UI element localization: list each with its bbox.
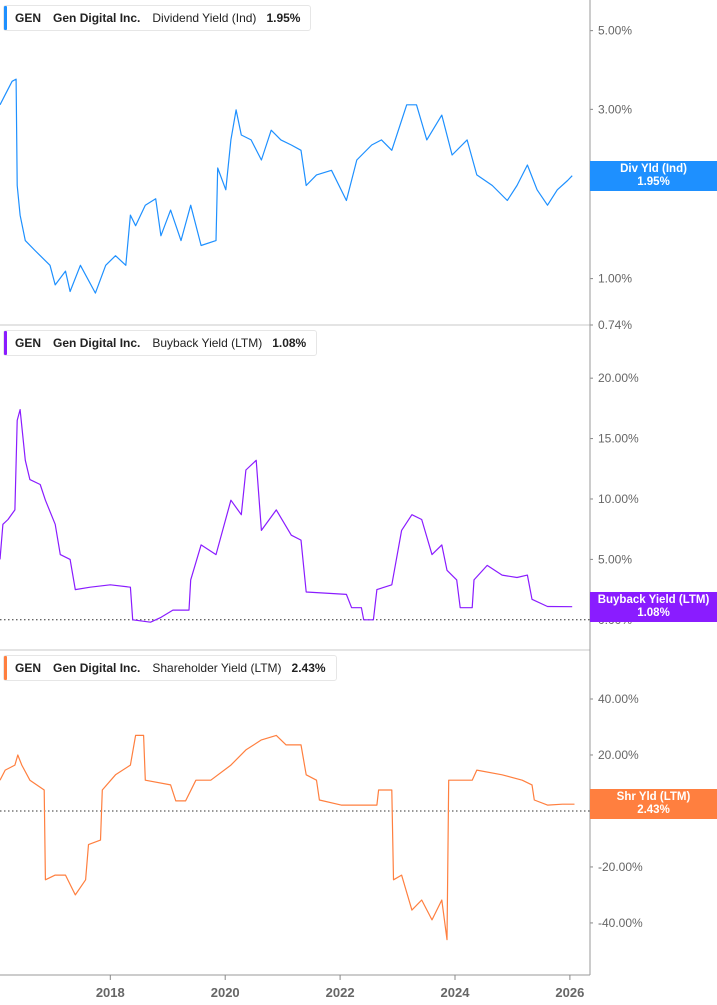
y-tick-label: 10.00%	[598, 492, 639, 506]
x-tick-label: 2018	[96, 985, 125, 1000]
badge-label: Shr Yld (LTM)	[616, 791, 691, 804]
badge-label: Buyback Yield (LTM)	[597, 593, 710, 606]
legend-metric: Buyback Yield (LTM)	[152, 336, 263, 350]
legend-metric: Dividend Yield (Ind)	[152, 11, 257, 25]
badge-label: Div Yld (Ind)	[620, 162, 687, 175]
y-tick-label: -40.00%	[598, 916, 643, 930]
legend-ticker: GEN	[15, 11, 42, 25]
y-tick-label: 5.00%	[598, 552, 632, 566]
legend-company: Gen Digital Inc.	[53, 661, 141, 675]
y-tick-label: 20.00%	[598, 371, 639, 385]
y-tick-label: 20.00%	[598, 748, 639, 762]
y-tick-label: 40.00%	[598, 692, 639, 706]
x-tick-label: 2022	[326, 985, 355, 1000]
series-line-1	[0, 409, 573, 623]
legend-buyback-yield: GEN Gen Digital Inc. Buyback Yield (LTM)…	[3, 330, 318, 356]
legend-company: Gen Digital Inc.	[53, 11, 141, 25]
legend-value: 1.95%	[266, 11, 301, 25]
x-tick-label: 2024	[441, 985, 471, 1000]
y-tick-label: 1.00%	[598, 272, 632, 286]
y-tick-label: -20.00%	[598, 860, 643, 874]
legend-ticker: GEN	[15, 661, 42, 675]
legend-metric: Shareholder Yield (LTM)	[152, 661, 282, 675]
series-line-2	[0, 734, 575, 941]
y-tick-label: 0.74%	[598, 318, 632, 332]
legend-color-swatch	[4, 656, 7, 680]
series-line-0	[0, 78, 573, 294]
legend-color-swatch	[4, 6, 7, 30]
legend-shareholder-yield: GEN Gen Digital Inc. Shareholder Yield (…	[3, 655, 337, 681]
x-tick-label: 2026	[555, 985, 584, 1000]
last-value-badge-shareholder: Shr Yld (LTM) 2.43%	[590, 789, 717, 820]
y-tick-label: 5.00%	[598, 24, 632, 38]
badge-value: 1.08%	[637, 606, 670, 619]
y-tick-label: 15.00%	[598, 432, 639, 446]
legend-dividend-yield: GEN Gen Digital Inc. Dividend Yield (Ind…	[3, 5, 312, 31]
badge-value: 1.95%	[637, 175, 670, 188]
legend-value: 1.08%	[272, 336, 307, 350]
y-tick-label: 3.00%	[598, 102, 632, 116]
legend-color-swatch	[4, 331, 7, 355]
last-value-badge-dividend: Div Yld (Ind) 1.95%	[590, 160, 717, 191]
badge-value: 2.43%	[637, 804, 670, 817]
last-value-badge-buyback: Buyback Yield (LTM) 1.08%	[590, 591, 717, 622]
legend-company: Gen Digital Inc.	[53, 336, 141, 350]
x-tick-label: 2020	[211, 985, 240, 1000]
legend-value: 2.43%	[291, 661, 326, 675]
legend-ticker: GEN	[15, 336, 42, 350]
